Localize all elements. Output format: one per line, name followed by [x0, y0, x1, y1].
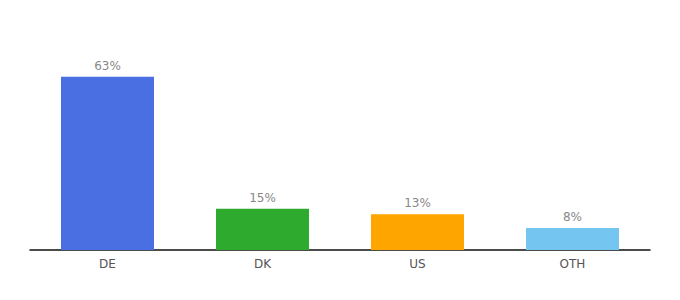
svg-text:DE: DE	[99, 257, 116, 271]
svg-text:63%: 63%	[94, 59, 121, 73]
svg-text:DK: DK	[254, 257, 272, 271]
svg-text:8%: 8%	[563, 210, 582, 224]
svg-text:15%: 15%	[249, 191, 276, 205]
svg-text:US: US	[409, 257, 425, 271]
svg-text:13%: 13%	[404, 196, 431, 210]
svg-text:OTH: OTH	[560, 257, 586, 271]
